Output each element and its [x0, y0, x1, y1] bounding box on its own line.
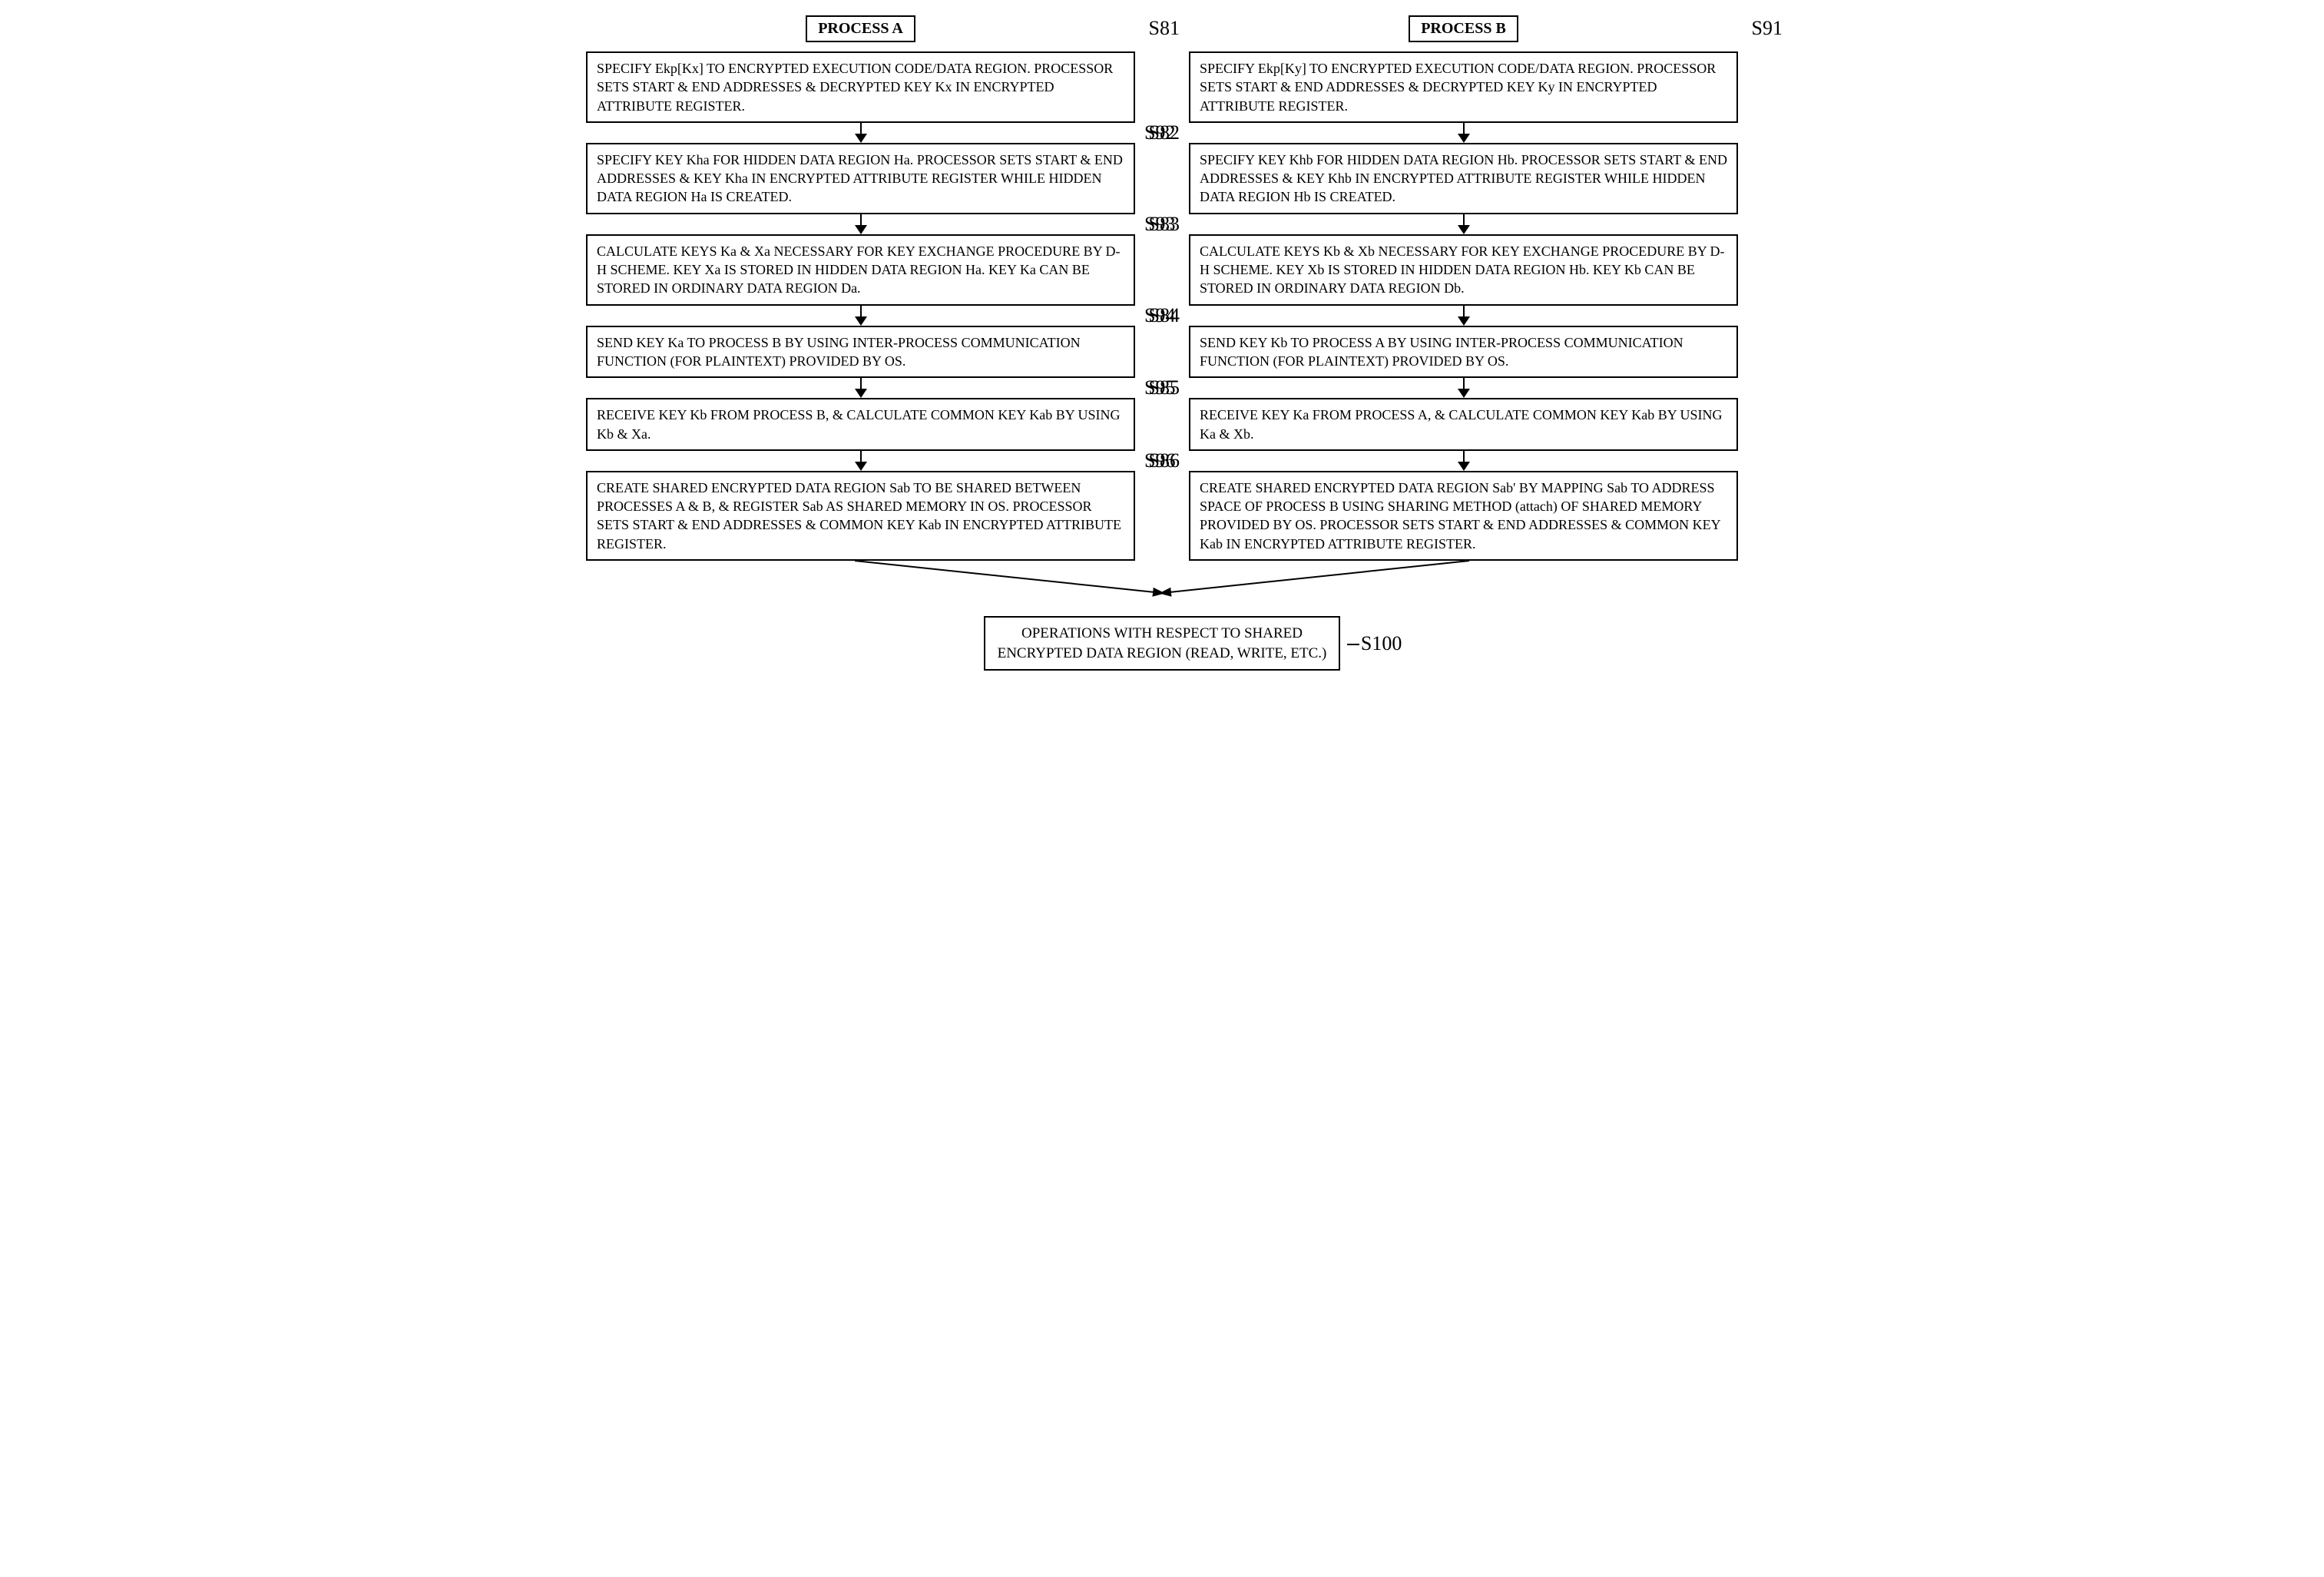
step-a2: SPECIFY KEY Kha FOR HIDDEN DATA REGION H…: [586, 143, 1135, 214]
step-a6: CREATE SHARED ENCRYPTED DATA REGION Sab …: [586, 471, 1135, 561]
arrow-down-icon: [1458, 378, 1470, 398]
left-title-cell: PROCESS A S81: [586, 15, 1135, 48]
step-b4-wrap: S94 SEND KEY Kb TO PROCESS A BY USING IN…: [1189, 326, 1738, 379]
label-s92: S92: [1144, 121, 1175, 144]
arrow-down-icon: [855, 214, 867, 234]
label-s95: S95: [1144, 376, 1175, 399]
step-a6-wrap: S86 CREATE SHARED ENCRYPTED DATA REGION …: [586, 471, 1135, 561]
step-b6: CREATE SHARED ENCRYPTED DATA REGION Sab'…: [1189, 471, 1738, 561]
step-a3-wrap: S83 CALCULATE KEYS Ka & Xa NECESSARY FOR…: [586, 234, 1135, 306]
step-a5: RECEIVE KEY Kb FROM PROCESS B, & CALCULA…: [586, 398, 1135, 451]
step-a4-wrap: S84 SEND KEY Ka TO PROCESS B BY USING IN…: [586, 326, 1135, 379]
step-a4: SEND KEY Ka TO PROCESS B BY USING INTER-…: [586, 326, 1135, 379]
label-s91-title: S91: [1752, 17, 1783, 40]
label-s100: S100: [1361, 632, 1402, 655]
step-b3-wrap: S93 CALCULATE KEYS Kb & Xb NECESSARY FOR…: [1189, 234, 1738, 306]
arrow-down-icon: [1458, 451, 1470, 471]
step-b3: CALCULATE KEYS Kb & Xb NECESSARY FOR KEY…: [1189, 234, 1738, 306]
arrow-down-icon: [1458, 306, 1470, 326]
step-b1: SPECIFY Ekp[Ky] TO ENCRYPTED EXECUTION C…: [1189, 51, 1738, 123]
final-wrap: OPERATIONS WITH RESPECT TO SHARED ENCRYP…: [984, 616, 1341, 671]
step-a2-wrap: S82 SPECIFY KEY Kha FOR HIDDEN DATA REGI…: [586, 143, 1135, 214]
step-a1-wrap: SPECIFY Ekp[Kx] TO ENCRYPTED EXECUTION C…: [586, 51, 1135, 123]
right-title-cell: PROCESS B S91: [1189, 15, 1738, 48]
step-b6-wrap: S96 CREATE SHARED ENCRYPTED DATA REGION …: [1189, 471, 1738, 561]
arrow-down-icon: [1458, 123, 1470, 143]
label-s81-title: S81: [1149, 17, 1180, 40]
columns: SPECIFY Ekp[Kx] TO ENCRYPTED EXECUTION C…: [586, 51, 1738, 561]
label-s96: S96: [1144, 449, 1175, 472]
title-row: PROCESS A S81 PROCESS B S91: [586, 15, 1738, 48]
step-b5: RECEIVE KEY Ka FROM PROCESS A, & CALCULA…: [1189, 398, 1738, 451]
flowchart-canvas: PROCESS A S81 PROCESS B S91 SPECIFY Ekp[…: [586, 15, 1738, 671]
arrow-down-icon: [855, 123, 867, 143]
step-b5-wrap: S95 RECEIVE KEY Ka FROM PROCESS A, & CAL…: [1189, 398, 1738, 451]
process-a-title: PROCESS A: [806, 15, 915, 42]
label-s93: S93: [1144, 213, 1175, 236]
step-b1-wrap: SPECIFY Ekp[Ky] TO ENCRYPTED EXECUTION C…: [1189, 51, 1738, 123]
arrow-down-icon: [1458, 214, 1470, 234]
final-row: OPERATIONS WITH RESPECT TO SHARED ENCRYP…: [586, 616, 1738, 671]
step-b2-wrap: S92 SPECIFY KEY Khb FOR HIDDEN DATA REGI…: [1189, 143, 1738, 214]
step-a3: CALCULATE KEYS Ka & Xa NECESSARY FOR KEY…: [586, 234, 1135, 306]
arrow-down-icon: [855, 378, 867, 398]
process-b-column: SPECIFY Ekp[Ky] TO ENCRYPTED EXECUTION C…: [1189, 51, 1738, 561]
step-a5-wrap: S85 RECEIVE KEY Kb FROM PROCESS B, & CAL…: [586, 398, 1135, 451]
label-s94: S94: [1144, 304, 1175, 327]
process-b-title: PROCESS B: [1409, 15, 1518, 42]
arrow-down-icon: [855, 306, 867, 326]
process-a-column: SPECIFY Ekp[Kx] TO ENCRYPTED EXECUTION C…: [586, 51, 1135, 561]
converge-arrows-icon: [586, 561, 1738, 599]
step-b4: SEND KEY Kb TO PROCESS A BY USING INTER-…: [1189, 326, 1738, 379]
step-b2: SPECIFY KEY Khb FOR HIDDEN DATA REGION H…: [1189, 143, 1738, 214]
step-a1: SPECIFY Ekp[Kx] TO ENCRYPTED EXECUTION C…: [586, 51, 1135, 123]
final-step: OPERATIONS WITH RESPECT TO SHARED ENCRYP…: [984, 616, 1341, 671]
arrow-down-icon: [855, 451, 867, 471]
